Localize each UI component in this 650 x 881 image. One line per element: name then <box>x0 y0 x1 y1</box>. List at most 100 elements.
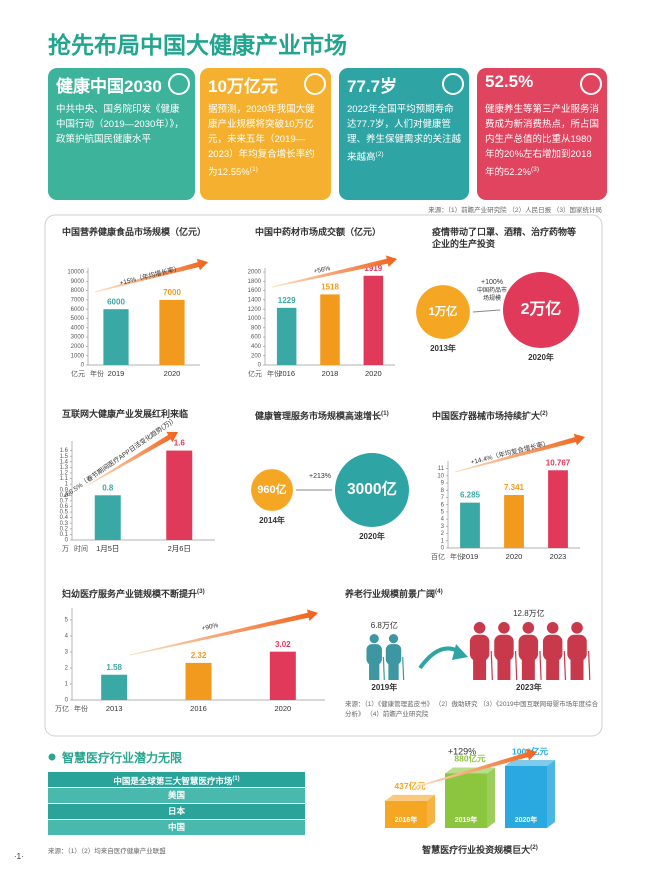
bar-side <box>487 767 495 828</box>
category-label: 2020年 <box>528 352 554 362</box>
y-tick-label: 1800 <box>248 279 262 285</box>
bar <box>101 674 128 700</box>
y-tick-label: 200 <box>251 353 262 359</box>
card-icon <box>304 73 326 95</box>
chart-title: 智慧医疗行业投资规模巨大(2) <box>400 842 560 856</box>
figure-body <box>518 634 539 661</box>
page-number: ·1· <box>14 852 24 861</box>
page-title: 抢先布局中国大健康产业市场 <box>48 32 347 58</box>
y-tick-label: 400 <box>251 344 262 350</box>
value-label: 6000 <box>107 297 125 306</box>
figure-legs <box>546 659 560 680</box>
y-tick-label: 0.1 <box>60 532 69 538</box>
y-tick-label: 9 <box>441 481 445 487</box>
y-tick-label: 0.3 <box>60 521 69 527</box>
y-tick-label: 0.9 <box>60 487 69 493</box>
y-tick-label: 1.3 <box>60 465 69 471</box>
value-label: 960亿 <box>257 482 286 496</box>
table-row-note: (1) <box>232 776 240 782</box>
figure-legs <box>497 659 511 680</box>
category-label: 2023年 <box>516 682 542 692</box>
bar <box>363 275 384 365</box>
y-tick-label: 600 <box>251 335 262 341</box>
bar <box>185 662 212 700</box>
chart-title-text: 智慧医疗行业投资规模巨大 <box>422 845 531 855</box>
y-unit: 百亿 <box>431 552 445 561</box>
category-label: 2014年 <box>259 515 285 525</box>
bar <box>385 800 427 828</box>
table-row: 中国 <box>48 820 305 835</box>
x-unit: 时间 <box>74 544 88 553</box>
card-text: 中共中央、国务院印发《健康中国行动（2019—2030年）》，政策护航国民健康水… <box>56 102 187 147</box>
y-tick-label: 4 <box>65 634 69 640</box>
trend-arrow <box>414 748 537 788</box>
figure-body <box>385 644 402 665</box>
card-heading: 77.7岁 <box>347 77 398 96</box>
y-tick-label: 10000 <box>67 270 84 276</box>
figure-head <box>473 622 486 634</box>
bubble <box>251 469 293 511</box>
connector <box>472 309 501 313</box>
x-tick-label: 2023 <box>550 552 567 561</box>
category-label: 2019年 <box>371 682 397 692</box>
chart-title-text: 健康管理服务市场规模高速增长 <box>255 411 382 421</box>
chart-title: 疫情带动了口罩、酒精、治疗药物等企业的生产投资 <box>432 226 582 250</box>
x-tick-label: 2020 <box>274 704 291 713</box>
y-tick-label: 800 <box>251 325 262 331</box>
card-icon <box>442 73 464 95</box>
annotation: +90% <box>201 622 219 632</box>
y-tick-label: 1.5 <box>60 454 69 460</box>
bullet <box>48 753 56 761</box>
x-tick-label: 2020 <box>365 369 382 378</box>
table-row: 美国 <box>48 788 305 803</box>
chart-title-note: (4) <box>435 588 443 595</box>
figure-body <box>469 634 490 661</box>
y-tick-label: 1.4 <box>60 459 69 465</box>
y-tick-label: 3000 <box>71 335 85 341</box>
bar-side <box>547 760 555 828</box>
y-tick-label: 9000 <box>71 279 85 285</box>
chart-title-text: 中国中药材市场成交额（亿元） <box>255 227 382 237</box>
y-tick-label: 0 <box>65 698 69 704</box>
card <box>339 68 469 200</box>
y-tick-label: 0 <box>258 363 262 369</box>
source: 来源：（1）《健康管理蓝皮书》 （2）傲助研究 （3）《2019中国互联网母婴市… <box>345 701 599 718</box>
y-tick-label: 2000 <box>248 270 262 276</box>
y-tick-label: 1000 <box>71 353 85 359</box>
bar <box>94 495 121 540</box>
y-tick-label: 0 <box>65 538 69 544</box>
card-text: 健康养生等第三产业服务消费成为新消费热点，所占国内生产总值的比重从1980年的2… <box>485 102 599 180</box>
y-tick-label: 1 <box>65 682 69 688</box>
y-tick-label: 0.6 <box>60 504 69 510</box>
card-heading: 10万亿元 <box>208 77 278 96</box>
y-tick-label: 7 <box>441 495 445 501</box>
y-tick-label: 3 <box>441 524 445 530</box>
figure-group <box>469 622 591 681</box>
chart-title-text: 中国医疗器械市场持续扩大 <box>432 411 541 421</box>
y-tick-label: 6 <box>441 502 445 508</box>
card-text-note: (2) <box>375 151 384 158</box>
figure-cane <box>539 650 542 681</box>
figure-legs <box>473 659 487 680</box>
y-tick-label: 6000 <box>71 307 85 313</box>
annotation: +14.4%（年均复合增长率） <box>470 438 551 466</box>
bar <box>166 450 193 540</box>
chart-title-text: 养老行业规模前景广阔 <box>345 589 436 599</box>
x-tick-label: 2013 <box>106 704 123 713</box>
table-row: 日本 <box>48 804 305 819</box>
figure-cane <box>402 656 405 681</box>
category-label: 2020年 <box>359 531 385 541</box>
chart-title-text: 互联网大健康产业发展红利来临 <box>62 409 189 419</box>
y-tick-label: 0 <box>441 546 445 552</box>
y-unit: 万 <box>62 545 69 553</box>
value-label: 437亿元 <box>394 781 426 791</box>
panel <box>44 214 603 737</box>
card-heading: 健康中国2030 <box>56 77 162 96</box>
y-tick-label: 7000 <box>71 297 85 303</box>
figure-head <box>369 634 379 644</box>
figure-body <box>567 634 587 661</box>
chart-title-text: 中国营养健康食品市场规模（亿元） <box>62 227 207 237</box>
figure-cane <box>382 656 385 681</box>
value-label: 1229 <box>278 296 296 305</box>
